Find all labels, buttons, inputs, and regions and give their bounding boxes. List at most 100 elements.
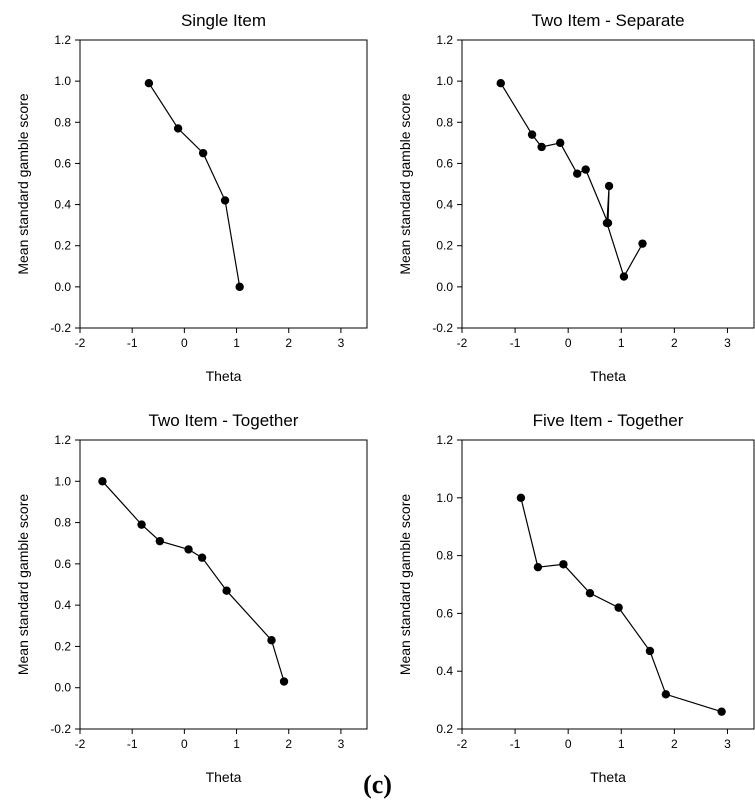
data-point — [646, 647, 654, 655]
data-point — [717, 707, 725, 715]
y-tick-label: 1.0 — [436, 491, 453, 505]
x-tick-label: -2 — [75, 336, 86, 350]
y-tick-label: 0.6 — [436, 606, 453, 620]
x-tick-label: 3 — [724, 737, 731, 751]
data-point — [184, 545, 192, 553]
x-tick-label: 2 — [285, 737, 292, 751]
y-tick-label: 1.2 — [54, 433, 71, 447]
x-tick-label: 3 — [338, 737, 345, 751]
x-tick-label: 0 — [181, 737, 188, 751]
data-point — [198, 553, 206, 561]
chart-two-item-separate: Two Item - Separate -2 -1 0 1 2 3 -0.2 0.0 0.2 0.4… — [397, 11, 754, 384]
chart-five-item-together: Five Item - Together -2 -1 0 1 2 3 0.2 0.4 0.6 0.8… — [397, 411, 754, 785]
data-point — [537, 143, 545, 151]
data-point — [222, 586, 230, 594]
y-tick-label: 0.2 — [436, 239, 453, 253]
data-point — [605, 182, 613, 190]
y-tick-label: 1.0 — [54, 474, 71, 488]
y-tick-label: 0.0 — [54, 280, 71, 294]
x-tick-label: 1 — [618, 737, 625, 751]
y-tick-label: 0.8 — [54, 115, 71, 129]
data-point — [582, 165, 590, 173]
data-point — [267, 636, 275, 644]
y-tick-label: 0.8 — [436, 115, 453, 129]
data-point — [517, 494, 525, 502]
x-axis-label: Theta — [590, 368, 626, 384]
chart-title: Two Item - Together — [149, 411, 299, 430]
x-tick-label: 0 — [181, 336, 188, 350]
y-axis-label: Mean standard gamble score — [15, 93, 31, 275]
x-tick-label: -1 — [510, 336, 521, 350]
chart-title: Single Item — [181, 11, 266, 30]
y-tick-label: 0.2 — [54, 239, 71, 253]
x-tick-label: 3 — [338, 336, 345, 350]
y-tick-label: 0.4 — [436, 664, 453, 678]
y-tick-label: 0.2 — [436, 722, 453, 736]
y-tick-label: 0.8 — [436, 549, 453, 563]
x-tick-label: 1 — [233, 737, 240, 751]
x-tick-label: -2 — [457, 336, 468, 350]
data-point — [662, 690, 670, 698]
data-point — [497, 79, 505, 87]
chart-title: Five Item - Together — [533, 411, 684, 430]
series-line — [102, 481, 284, 681]
x-tick-label: 1 — [618, 336, 625, 350]
data-point — [235, 283, 243, 291]
x-tick-label: -1 — [510, 737, 521, 751]
y-tick-label: 1.2 — [436, 433, 453, 447]
y-tick-label: 0.8 — [54, 516, 71, 530]
y-tick-label: 1.2 — [436, 33, 453, 47]
x-tick-label: 2 — [671, 737, 678, 751]
x-tick-label: 3 — [724, 336, 731, 350]
y-tick-label: 0.0 — [54, 681, 71, 695]
chart-two-item-together: Two Item - Together -2 -1 0 1 2 3 -0.2 0.0 0.2 0.4… — [15, 411, 367, 785]
y-axis-label: Mean standard gamble score — [397, 494, 413, 676]
data-point — [638, 239, 646, 247]
data-point — [528, 130, 536, 138]
y-axis-label: Mean standard gamble score — [15, 494, 31, 676]
data-point — [174, 124, 182, 132]
series-line — [149, 83, 240, 287]
x-tick-label: -2 — [75, 737, 86, 751]
data-point — [156, 537, 164, 545]
y-tick-label: 0.4 — [54, 598, 71, 612]
data-point — [573, 170, 581, 178]
data-point — [534, 563, 542, 571]
plot-frame — [80, 440, 367, 729]
x-tick-label: 1 — [233, 336, 240, 350]
data-point — [614, 603, 622, 611]
y-tick-label: 1.0 — [436, 74, 453, 88]
y-tick-label: 0.4 — [436, 198, 453, 212]
x-axis-label: Theta — [206, 368, 242, 384]
chart-title: Two Item - Separate — [531, 11, 684, 30]
series-line — [501, 83, 643, 276]
y-tick-label: 0.4 — [54, 198, 71, 212]
data-point — [620, 272, 628, 280]
y-tick-label: 0.6 — [436, 156, 453, 170]
x-tick-label: -2 — [457, 737, 468, 751]
data-point — [603, 219, 611, 227]
y-tick-label: -0.2 — [432, 321, 453, 335]
x-tick-label: 0 — [565, 336, 572, 350]
y-tick-label: 0.2 — [54, 639, 71, 653]
x-tick-label: 2 — [671, 336, 678, 350]
y-tick-label: 0.6 — [54, 156, 71, 170]
x-tick-label: 2 — [285, 336, 292, 350]
y-tick-label: -0.2 — [50, 321, 71, 335]
data-point — [145, 79, 153, 87]
y-tick-label: 1.2 — [54, 33, 71, 47]
data-point — [199, 149, 207, 157]
data-point — [556, 139, 564, 147]
plot-frame — [80, 40, 367, 328]
y-tick-label: 1.0 — [54, 74, 71, 88]
x-tick-label: -1 — [127, 336, 138, 350]
chart-single-item: Single Item -2 -1 0 1 2 3 -0.2 0.0 0.2 0.4 0.6 0.8 1.… — [15, 11, 367, 384]
y-tick-label: -0.2 — [50, 722, 71, 736]
data-point — [559, 560, 567, 568]
y-axis-label: Mean standard gamble score — [397, 93, 413, 275]
y-tick-label: 0.0 — [436, 280, 453, 294]
data-point — [221, 196, 229, 204]
data-point — [280, 677, 288, 685]
data-point — [586, 589, 594, 597]
